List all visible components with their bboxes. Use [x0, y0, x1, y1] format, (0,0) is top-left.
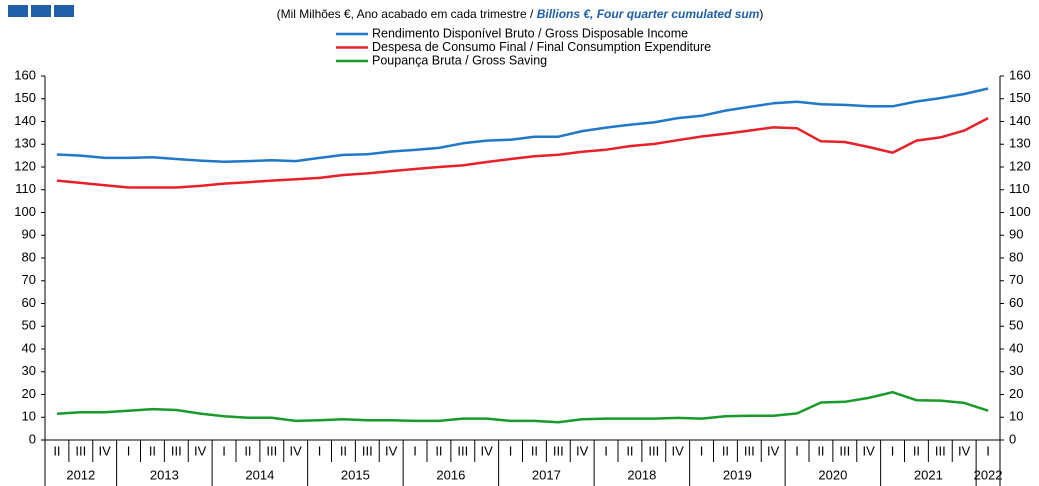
x-tick-label: I	[604, 443, 608, 458]
y-tick-label: 100	[14, 204, 36, 219]
y2-tick-label: 140	[1009, 113, 1031, 128]
subtitle: (Mil Milhões €, Ano acabado em cada trim…	[277, 7, 764, 21]
x-tick-label: I	[795, 443, 799, 458]
x-tick-label: II	[149, 443, 156, 458]
x-tick-label: III	[744, 443, 755, 458]
series-line	[56, 116, 989, 189]
x-tick-label: I	[700, 443, 704, 458]
x-tick-label: IV	[767, 443, 780, 458]
y-tick-label: 20	[22, 386, 36, 401]
year-label: 2014	[245, 467, 274, 482]
y-tick-label: 130	[14, 136, 36, 151]
y-tick-label: 90	[22, 227, 36, 242]
y-tick-label: 60	[22, 295, 36, 310]
x-tick-label: IV	[958, 443, 971, 458]
year-label: 2012	[66, 467, 95, 482]
y-tick-label: 70	[22, 272, 36, 287]
y2-tick-label: 60	[1009, 295, 1023, 310]
x-tick-label: III	[457, 443, 468, 458]
year-label: 2017	[532, 467, 561, 482]
x-tick-label: IV	[672, 443, 685, 458]
x-tick-label: III	[266, 443, 277, 458]
year-label: 2013	[150, 467, 179, 482]
y2-tick-label: 50	[1009, 318, 1023, 333]
y2-tick-label: 10	[1009, 409, 1023, 424]
y-tick-label: 110	[15, 181, 36, 196]
subtitle-pt: (Mil Milhões €, Ano acabado em cada trim…	[277, 7, 537, 21]
x-tick-label: I	[891, 443, 895, 458]
x-tick-label: II	[435, 443, 442, 458]
y-tick-label: 30	[22, 363, 36, 378]
y2-tick-label: 80	[1009, 249, 1023, 264]
logo-block	[54, 5, 74, 17]
y2-tick-label: 150	[1009, 90, 1031, 105]
x-tick-label: II	[340, 443, 347, 458]
x-tick-label: I	[509, 443, 513, 458]
y-tick-label: 50	[22, 318, 36, 333]
y-tick-label: 10	[22, 409, 36, 424]
y-tick-label: 120	[14, 158, 36, 173]
x-tick-label: III	[839, 443, 850, 458]
series-line	[56, 87, 989, 164]
x-tick-label: III	[75, 443, 86, 458]
subtitle-end: )	[759, 7, 763, 21]
x-tick-label: III	[553, 443, 564, 458]
y2-tick-label: 70	[1009, 272, 1023, 287]
y-tick-label: 0	[29, 431, 36, 446]
x-tick-label: II	[722, 443, 729, 458]
x-tick-label: IV	[385, 443, 398, 458]
x-tick-label: IV	[290, 443, 303, 458]
y2-tick-label: 0	[1009, 431, 1016, 446]
x-tick-label: III	[171, 443, 182, 458]
y-tick-label: 150	[14, 90, 36, 105]
series-line	[56, 390, 989, 424]
y2-tick-label: 130	[1009, 136, 1031, 151]
x-tick-label: II	[244, 443, 251, 458]
y2-tick-label: 90	[1009, 227, 1023, 242]
year-label: 2016	[436, 467, 465, 482]
year-label: 2020	[818, 467, 847, 482]
x-tick-label: IV	[863, 443, 876, 458]
y-tick-label: 160	[14, 67, 36, 82]
x-tick-label: II	[626, 443, 633, 458]
logo-block	[8, 5, 28, 17]
legend-label: Poupança Bruta / Gross Saving	[372, 53, 547, 67]
x-tick-label: IV	[194, 443, 207, 458]
y-tick-label: 80	[22, 249, 36, 264]
x-tick-label: I	[222, 443, 226, 458]
subtitle-en: Billions €, Four quarter cumulated sum	[537, 7, 760, 21]
y2-tick-label: 40	[1009, 340, 1023, 355]
y2-tick-label: 100	[1009, 204, 1031, 219]
year-label: 2021	[914, 467, 943, 482]
x-tick-label: III	[648, 443, 659, 458]
year-label: 2019	[723, 467, 752, 482]
x-tick-label: I	[413, 443, 417, 458]
x-tick-label: II	[531, 443, 538, 458]
x-tick-label: I	[127, 443, 131, 458]
x-tick-label: IV	[99, 443, 112, 458]
x-tick-label: IV	[481, 443, 494, 458]
y-tick-label: 40	[22, 340, 36, 355]
y2-tick-label: 110	[1009, 181, 1030, 196]
x-tick-label: I	[318, 443, 322, 458]
y2-tick-label: 120	[1009, 158, 1031, 173]
x-tick-label: I	[986, 443, 990, 458]
legend-label: Rendimento Disponível Bruto / Gross Disp…	[372, 26, 688, 40]
x-tick-label: III	[935, 443, 946, 458]
year-label: 2022	[974, 467, 1003, 482]
y-tick-label: 140	[14, 113, 36, 128]
x-tick-label: II	[913, 443, 920, 458]
x-tick-label: II	[53, 443, 60, 458]
y2-tick-label: 30	[1009, 363, 1023, 378]
y2-tick-label: 20	[1009, 386, 1023, 401]
y2-tick-label: 160	[1009, 67, 1031, 82]
year-label: 2015	[341, 467, 370, 482]
year-label: 2018	[627, 467, 656, 482]
x-tick-label: III	[362, 443, 373, 458]
logo-block	[31, 5, 51, 17]
legend-label: Despesa de Consumo Final / Final Consump…	[372, 40, 711, 54]
x-tick-label: II	[817, 443, 824, 458]
x-tick-label: IV	[576, 443, 589, 458]
